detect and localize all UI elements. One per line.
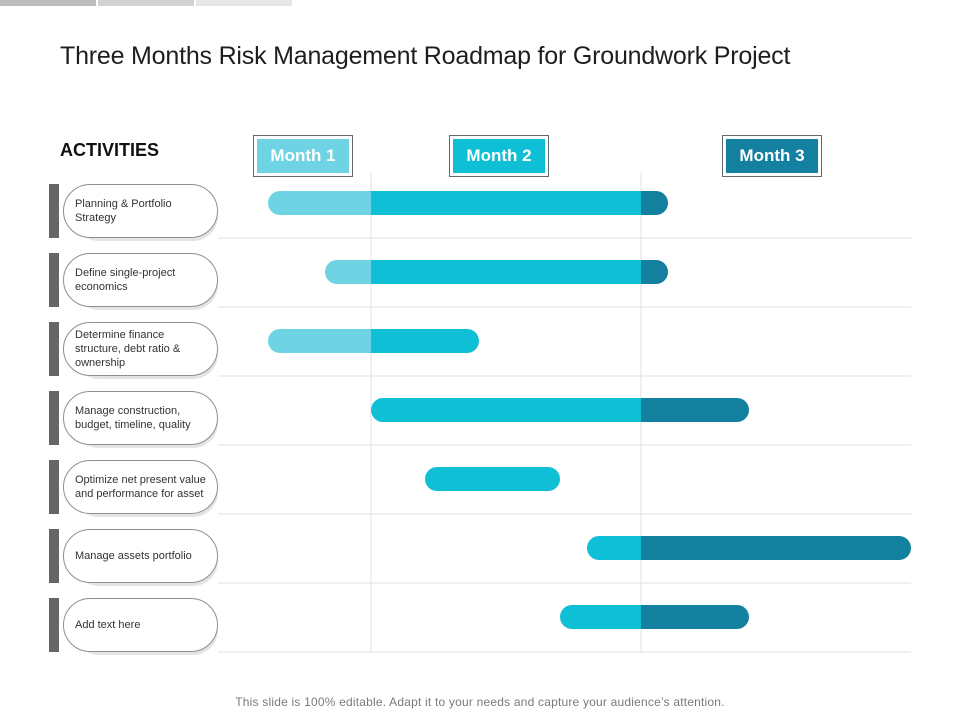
activity-marker bbox=[49, 460, 59, 514]
activity-marker bbox=[49, 253, 59, 307]
activity-marker bbox=[49, 598, 59, 652]
timeline-bar-month-2 bbox=[587, 536, 641, 560]
activity-marker bbox=[49, 184, 59, 238]
top-decor-segment bbox=[0, 0, 96, 6]
activities-heading: ACTIVITIES bbox=[60, 140, 160, 160]
month-2-label: Month 2 bbox=[453, 139, 545, 173]
timeline-bar-month-2 bbox=[371, 191, 641, 215]
activity-label: Optimize net present value and performan… bbox=[63, 460, 218, 514]
top-decor-segment bbox=[196, 0, 292, 6]
timeline-bar-month-2 bbox=[371, 329, 479, 353]
footer-note: This slide is 100% editable. Adapt it to… bbox=[235, 695, 725, 709]
activity-label: Manage assets portfolio bbox=[63, 529, 218, 583]
timeline-bar-month-2 bbox=[560, 605, 641, 629]
activity-label: Manage construction, budget, timeline, q… bbox=[63, 391, 218, 445]
timeline-bar-month-2 bbox=[371, 260, 641, 284]
activity-label: Planning & Portfolio Strategy bbox=[63, 184, 218, 238]
month-3-label: Month 3 bbox=[726, 139, 818, 173]
timeline-bar-month-2 bbox=[371, 398, 641, 422]
activity-marker bbox=[49, 529, 59, 583]
activity-marker bbox=[49, 322, 59, 376]
activity-label: Add text here bbox=[63, 598, 218, 652]
month-3-header: Month 3 bbox=[722, 135, 822, 177]
timeline-bar-month-1 bbox=[268, 329, 371, 353]
timeline-bar-month-3 bbox=[641, 260, 668, 284]
timeline-bar-month-3 bbox=[641, 398, 749, 422]
timeline-bar-month-3 bbox=[641, 605, 749, 629]
timeline-bar-month-2 bbox=[425, 467, 560, 491]
month-1-label: Month 1 bbox=[257, 139, 349, 173]
timeline-bar-month-3 bbox=[641, 536, 911, 560]
timeline-bar-month-1 bbox=[324, 260, 371, 284]
timeline-bar-month-3 bbox=[641, 191, 668, 215]
month-2-header: Month 2 bbox=[449, 135, 549, 177]
activity-marker bbox=[49, 391, 59, 445]
slide-title: Three Months Risk Management Roadmap for… bbox=[60, 42, 791, 70]
activity-label: Define single-project economics bbox=[63, 253, 218, 307]
timeline-bar-month-1 bbox=[268, 191, 371, 215]
top-decor-segment bbox=[98, 0, 194, 6]
activity-label: Determine finance structure, debt ratio … bbox=[63, 322, 218, 376]
month-1-header: Month 1 bbox=[253, 135, 353, 177]
